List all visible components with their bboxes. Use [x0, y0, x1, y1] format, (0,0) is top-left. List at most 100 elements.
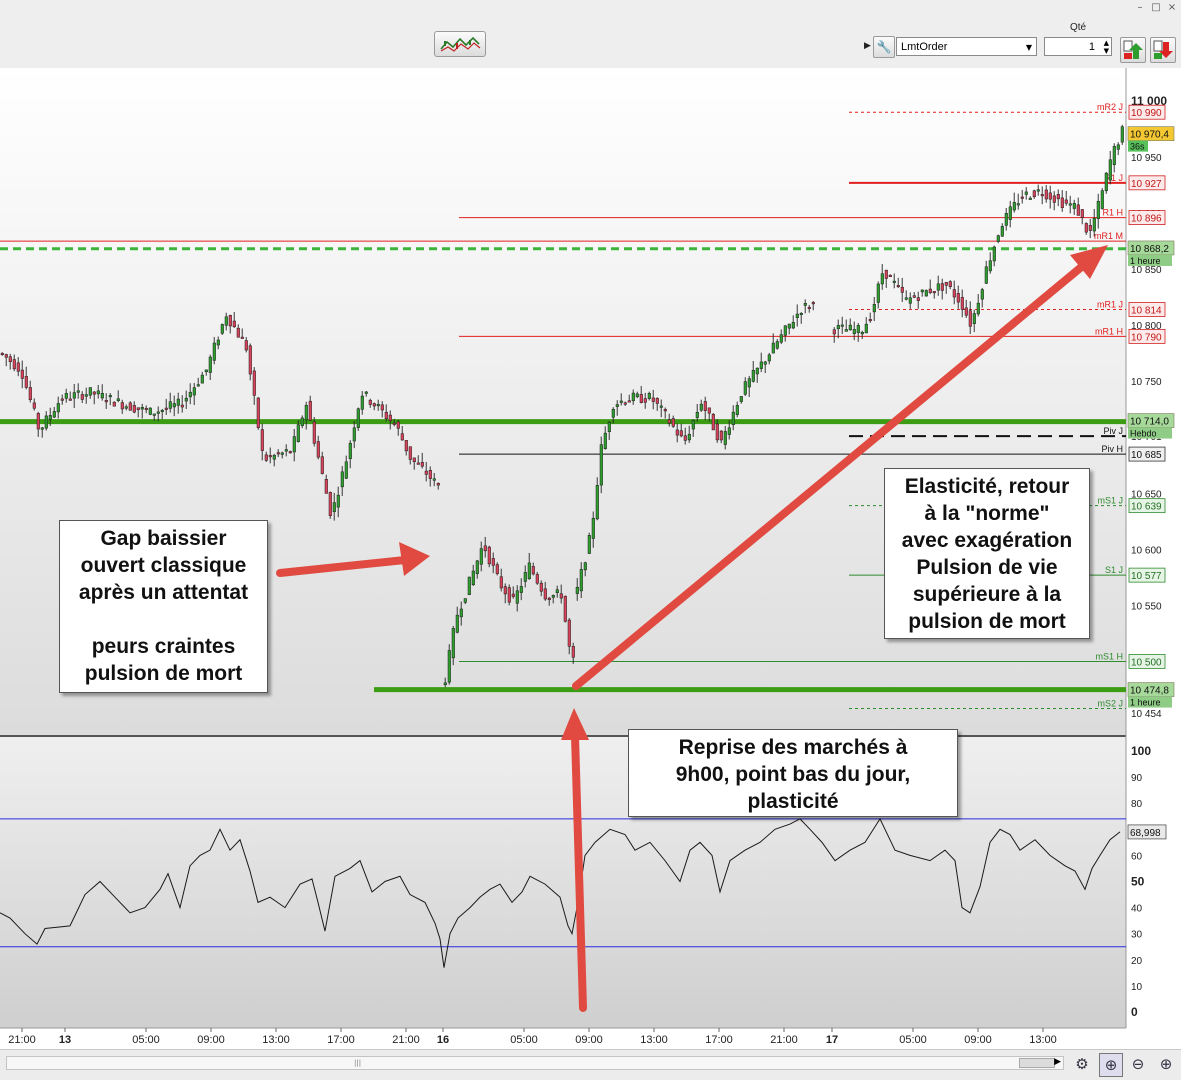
- zoom-in-icon[interactable]: ⊕: [1159, 1055, 1173, 1073]
- candle-body: [52, 411, 56, 418]
- candle-body: [719, 430, 723, 441]
- candle-body: [36, 413, 40, 430]
- bottom-bar: ||| ▶ ⚙ ⊕ ⊖ ⊕: [0, 1049, 1181, 1080]
- candle-body: [384, 411, 388, 420]
- candle-body: [623, 402, 627, 405]
- candle-body: [224, 316, 228, 326]
- time-tick-label: 05:00: [132, 1034, 160, 1046]
- low-point-arrow: [561, 708, 589, 1012]
- candle-body: [643, 398, 647, 403]
- candle-body: [499, 576, 503, 589]
- oscillator-tick-label: 60: [1131, 851, 1143, 862]
- candle-body: [232, 320, 236, 328]
- candle-body: [136, 407, 140, 410]
- minimize-icon[interactable]: –: [1137, 2, 1143, 13]
- order-settings-button[interactable]: 🔧: [873, 36, 895, 58]
- price-tag-label: 10 990: [1131, 108, 1162, 119]
- qty-input[interactable]: 1 ▲ ▼: [1044, 37, 1112, 56]
- candle-body: [675, 429, 679, 436]
- oscillator-tick-label: 0: [1131, 1005, 1138, 1019]
- candle-body: [495, 564, 499, 574]
- pivot-level-label: Piv H: [1101, 444, 1123, 454]
- pivot-level-label: R1 J: [1104, 173, 1123, 183]
- candle-body: [356, 408, 360, 428]
- candle-body: [44, 415, 48, 429]
- candle-body: [88, 387, 92, 396]
- candle-body: [988, 260, 992, 272]
- annotation-line: [66, 606, 261, 633]
- candle-body: [40, 427, 44, 430]
- toolbar-collapse-arrow[interactable]: ▶: [864, 41, 871, 51]
- candle-body: [1036, 189, 1040, 192]
- candle-body: [180, 404, 184, 408]
- candle-body: [376, 404, 380, 407]
- zoom-fit-icon[interactable]: ⊕: [1099, 1053, 1123, 1077]
- candle-body: [832, 329, 836, 335]
- annotation-line: ouvert classique: [80, 554, 247, 577]
- candle-body: [659, 405, 663, 408]
- candle-body: [96, 390, 100, 395]
- moving-average-layer: [0, 247, 1126, 693]
- candle-body: [1088, 224, 1092, 231]
- candle-body: [144, 407, 148, 410]
- pivot-level-label: mR1 M: [1094, 231, 1123, 241]
- candle-body: [535, 574, 539, 584]
- candle-body: [703, 401, 707, 411]
- zoom-out-icon[interactable]: ⊖: [1131, 1055, 1145, 1073]
- candle-body: [152, 413, 156, 416]
- gap-arrow: [276, 542, 430, 577]
- candle-body: [1044, 189, 1048, 200]
- candle-body: [80, 394, 84, 400]
- chart-type-button[interactable]: [434, 31, 486, 57]
- candle-body: [840, 324, 844, 327]
- candle-body: [523, 572, 527, 582]
- restore-icon[interactable]: □: [1151, 2, 1161, 13]
- buy-order-button[interactable]: [1120, 37, 1146, 63]
- candle-body: [56, 403, 60, 413]
- candle-body: [196, 384, 200, 387]
- candle-body: [968, 310, 972, 327]
- price-badge-sublabel: 1 heure: [1130, 698, 1161, 708]
- price-tag-label: 10 927: [1131, 179, 1162, 190]
- scroll-right-icon[interactable]: ▶: [1054, 1057, 1061, 1067]
- horizontal-scrollbar[interactable]: ||| ▶: [6, 1056, 1064, 1070]
- axis-labels-layer: 21:00 13 05:00 09:00 13:00 17:00 21:00 16 05:00 0…: [8, 94, 1175, 1046]
- candle-body: [64, 393, 68, 399]
- candle-body: [140, 406, 144, 410]
- candle-body: [364, 391, 368, 394]
- candle-body: [240, 336, 244, 339]
- candle-body: [1096, 200, 1100, 219]
- candle-body: [116, 398, 120, 401]
- candle-body: [428, 469, 432, 479]
- scroll-thumb[interactable]: [1019, 1058, 1055, 1068]
- annotation-line: à la "norme": [924, 502, 1050, 525]
- candle-body: [467, 576, 471, 595]
- candle-body: [284, 449, 288, 452]
- qty-value: 1: [1088, 41, 1095, 53]
- oscillator-tick-label: 40: [1131, 904, 1143, 915]
- candle-body: [515, 590, 519, 604]
- candle-body: [747, 378, 751, 388]
- order-type-select[interactable]: LmtOrder ▼: [896, 37, 1037, 56]
- candles-layer: [0, 124, 1124, 688]
- annotation-line: pulsion de mort: [84, 662, 243, 685]
- sell-order-button[interactable]: [1150, 37, 1176, 63]
- candle-body: [739, 396, 743, 402]
- candle-body: [60, 398, 64, 401]
- qty-stepper-icon[interactable]: ▲ ▼: [1103, 39, 1109, 55]
- candle-body: [132, 405, 136, 413]
- candle-body: [1064, 199, 1068, 204]
- price-tag-label: 10 639: [1131, 502, 1162, 513]
- candle-body: [964, 307, 968, 316]
- candle-body: [368, 399, 372, 405]
- candle-body: [12, 359, 16, 370]
- price-tag-label: 10 814: [1131, 305, 1162, 316]
- close-icon[interactable]: ×: [1167, 2, 1177, 13]
- candle-body: [432, 478, 436, 481]
- chart-settings-icon[interactable]: ⚙: [1075, 1055, 1089, 1073]
- candle-body: [20, 369, 24, 379]
- candle-body: [691, 420, 695, 430]
- price-tag: [1128, 654, 1166, 669]
- candle-body: [856, 325, 860, 333]
- candle-body: [619, 400, 623, 403]
